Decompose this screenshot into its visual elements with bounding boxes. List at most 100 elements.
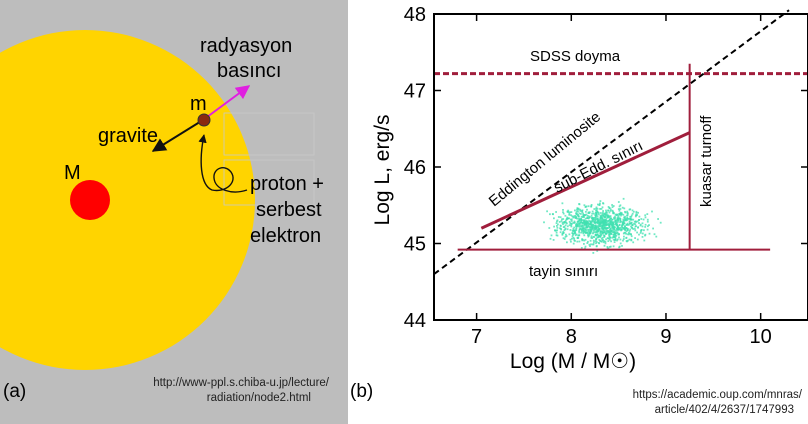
scatter-point: [580, 228, 583, 231]
scatter-point: [596, 231, 598, 233]
scatter-point: [601, 232, 604, 235]
scatter-point: [619, 208, 622, 210]
scatter-point: [572, 215, 575, 218]
scatter-point: [613, 230, 616, 233]
scatter-point: [560, 220, 563, 222]
scatter-point: [603, 227, 606, 229]
scatter-point: [610, 240, 612, 243]
scatter-point: [620, 220, 623, 223]
x-tick-label: 7: [471, 326, 482, 348]
scatter-point: [626, 212, 629, 215]
scatter-point: [619, 221, 621, 224]
scatter-point: [596, 215, 599, 218]
scatter-point: [636, 238, 639, 241]
scatter-point: [566, 210, 569, 213]
scatter-point: [606, 237, 609, 239]
scatter-point: [600, 237, 603, 240]
scatter-point: [628, 233, 630, 236]
scatter-point: [609, 208, 612, 211]
scatter-point: [595, 214, 598, 217]
scatter-point: [617, 208, 620, 210]
scatter-point: [566, 228, 569, 231]
scatter-point: [607, 229, 609, 232]
scatter-point: [587, 224, 590, 227]
scatter-point: [591, 237, 594, 239]
scatter-point: [608, 216, 611, 219]
scatter-point: [573, 220, 576, 223]
scatter-point: [611, 218, 614, 221]
scatter-point: [605, 224, 607, 226]
scatter-point: [572, 222, 575, 224]
scatter-point: [574, 231, 576, 234]
scatter-point: [616, 216, 619, 219]
scatter-point: [596, 217, 599, 220]
scatter-point: [594, 214, 597, 217]
scatter-point: [598, 235, 601, 238]
scatter-point: [611, 204, 613, 206]
scatter-point: [564, 219, 567, 222]
scatter-point: [562, 237, 565, 240]
scatter-point: [608, 221, 611, 224]
scatter-point: [638, 222, 640, 224]
scatter-point: [581, 210, 583, 212]
scatter-point: [615, 229, 617, 232]
sdss-saturation-label: SDSS doyma: [530, 48, 621, 65]
scatter-point: [562, 221, 565, 224]
scatter-point: [613, 221, 616, 224]
scatter-point: [640, 230, 642, 233]
scatter-point: [574, 209, 576, 212]
scatter-point: [577, 210, 579, 213]
plot-frame: [433, 13, 808, 321]
scatter-point: [580, 231, 582, 234]
scatter-point: [601, 231, 604, 234]
scatter-point: [601, 239, 604, 242]
scatter-point: [584, 222, 587, 225]
scatter-point: [614, 235, 616, 238]
scatter-point: [571, 237, 573, 240]
scatter-point: [575, 229, 578, 232]
scatter-point: [590, 221, 592, 224]
scatter-point: [565, 221, 567, 224]
scatter-point: [612, 227, 615, 229]
scatter-point: [590, 243, 592, 246]
scatter-point: [618, 233, 620, 236]
scatter-point: [584, 214, 586, 216]
scatter-point: [622, 239, 624, 242]
scatter-point: [638, 233, 640, 236]
scatter-point: [604, 213, 607, 216]
scatter-point: [611, 229, 614, 232]
scatter-point: [625, 232, 627, 235]
scatter-point: [616, 221, 619, 224]
scatter-point: [575, 215, 577, 218]
scatter-point: [609, 233, 611, 236]
scatter-point: [582, 229, 585, 232]
scatter-point: [648, 232, 651, 235]
scatter-point: [623, 219, 625, 222]
scatter-point: [632, 218, 635, 221]
scatter-point: [602, 224, 604, 227]
scatter-point: [592, 225, 595, 228]
scatter-point: [552, 213, 554, 216]
scatter-point: [576, 240, 579, 243]
scatter-point: [570, 223, 573, 225]
scatter-point: [609, 245, 612, 248]
scatter-point: [608, 230, 610, 232]
scatter-point: [578, 230, 580, 232]
scatter-point: [590, 235, 593, 238]
scatter-point: [594, 228, 597, 231]
scatter-point: [647, 225, 649, 228]
scatter-point: [604, 240, 607, 243]
scatter-point: [555, 222, 558, 225]
scatter-point: [611, 206, 614, 208]
scatter-point: [562, 212, 565, 215]
central-mass-core: [70, 180, 110, 220]
scatter-point: [590, 204, 593, 206]
scatter-point: [573, 221, 576, 224]
chart-svg: 44 45 46 47 48 7 8 9 10 SDSS doyma Eddington lum…: [350, 4, 808, 416]
scatter-point: [572, 230, 574, 232]
scatter-point: [576, 223, 578, 225]
scatter-point: [637, 226, 639, 229]
scatter-point: [562, 209, 564, 211]
scatter-point: [561, 221, 564, 224]
scatter-point: [583, 204, 586, 207]
